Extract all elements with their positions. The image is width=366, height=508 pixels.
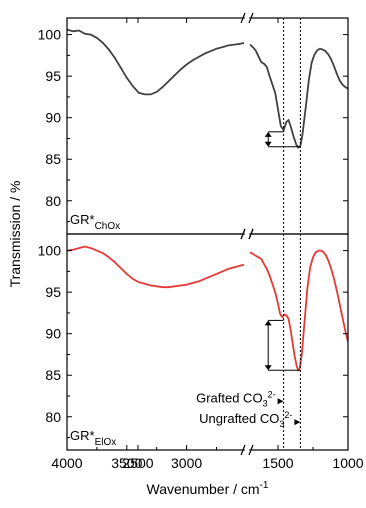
carbonate-label-sub: 3 [263, 398, 268, 408]
carbonate-arrow-head [277, 398, 284, 405]
bottom-y-tick-label: 100 [38, 243, 62, 259]
panel-label-sub: ElOx [95, 437, 117, 448]
panel-label-main: GR* [70, 212, 95, 227]
curves-layer [67, 28, 348, 372]
carbonate-label-sub: 3 [279, 419, 284, 429]
bottom-break-gap-bottom [244, 446, 250, 454]
carbonate-label: Grafted CO32- [196, 389, 276, 408]
top-y-tick-label: 95 [45, 68, 61, 84]
x-tick-label: 4000 [51, 455, 82, 471]
panel-label-main: GR* [70, 428, 95, 443]
top-break-mark [240, 12, 246, 24]
carbonate-arrow-head [294, 419, 301, 426]
y-axis-title: Transmission / % [7, 181, 23, 288]
bottom-arrow-head-down [264, 365, 272, 371]
bottom-panel-frame [66, 233, 349, 451]
carbonate-label: Ungrafted CO32- [199, 410, 292, 429]
top-y-tick-label: 80 [45, 193, 61, 209]
bottom-y-tick-label: 85 [45, 367, 61, 383]
x-tick-label: 3500 [111, 455, 142, 471]
top-break-gap-top [244, 14, 250, 22]
top-break-mark [248, 12, 254, 24]
x-tick-label: 3000 [171, 455, 202, 471]
bottom-y-tick-label: 95 [45, 284, 61, 300]
top-series-line [249, 43, 348, 149]
bottom-series-line [67, 245, 245, 289]
x-tick-label: 2500 [122, 455, 153, 471]
top-y-tick-label: 85 [45, 151, 61, 167]
ticks-layer [66, 18, 349, 450]
bottom-y-tick-label: 90 [45, 326, 61, 342]
bottom-y-tick-label: 80 [45, 409, 61, 425]
x-axis-title-sup: -1 [260, 480, 269, 491]
x-axis-title: Wavenumber / cm-1 [147, 480, 269, 497]
bottom-series-line [249, 249, 348, 372]
bottom-break-mark [248, 444, 254, 456]
carbonate-label-sup: 2- [284, 410, 292, 420]
top-y-tick-label: 90 [45, 110, 61, 126]
annotations-layer [264, 18, 301, 450]
panel-label-sub: ChOx [95, 221, 121, 232]
frames-layer [66, 17, 349, 451]
carbonate-label-sup: 2- [268, 389, 276, 399]
top-arrow-head-down [264, 141, 272, 147]
top-series-line [67, 28, 245, 96]
x-tick-label: 1500 [262, 455, 293, 471]
carbonate-label-main: Ungrafted CO [199, 411, 279, 426]
bottom-break-mark [240, 444, 246, 456]
x-axis-title-main: Wavenumber / cm [147, 481, 260, 497]
carbonate-label-main: Grafted CO [196, 390, 262, 405]
bottom-panel-label: GR*ElOx [70, 428, 116, 448]
bottom-break-mark [240, 228, 246, 240]
x-tick-label: 1000 [332, 455, 363, 471]
bottom-break-mark [248, 228, 254, 240]
bottom-arrow-head-up [264, 320, 272, 326]
top-panel-label: GR*ChOx [70, 212, 120, 232]
bottom-break-gap-top [244, 230, 250, 238]
top-arrow-head-up [264, 131, 272, 137]
text-layer: 80859095100GR*ChOx80859095100GR*ElOxGraf… [7, 12, 364, 497]
top-y-tick-label: 100 [38, 27, 62, 43]
